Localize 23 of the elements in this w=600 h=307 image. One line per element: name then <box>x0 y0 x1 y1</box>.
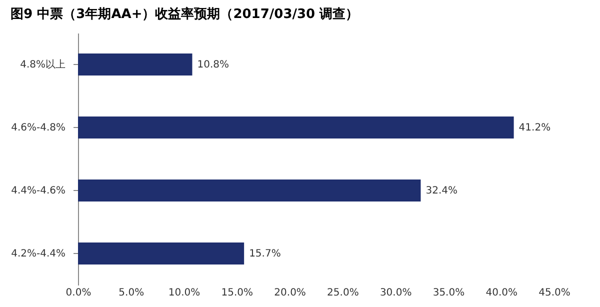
bar <box>78 116 514 138</box>
y-tick-label: 4.8%以上 <box>20 58 66 70</box>
x-tick-label: 20.0% <box>274 288 306 298</box>
x-tick-label: 0.0% <box>66 288 92 298</box>
x-tick-label: 25.0% <box>327 288 359 298</box>
chart-title: 图9 中票（3年期AA+）收益率预期（2017/03/30 调查） <box>10 6 359 22</box>
x-tick-label: 5.0% <box>118 288 144 298</box>
x-tick-label: 30.0% <box>380 288 412 298</box>
x-tick-label: 45.0% <box>538 288 570 298</box>
bar <box>78 180 421 202</box>
data-label: 15.7% <box>249 248 281 260</box>
data-label: 10.8% <box>197 60 230 70</box>
x-tick-label: 35.0% <box>432 288 465 298</box>
bar <box>78 242 244 264</box>
y-tick-label: 4.4%-4.6% <box>11 186 66 196</box>
x-tick-label: 15.0% <box>221 288 254 298</box>
x-tick-label: 40.0% <box>486 288 518 298</box>
data-label: 41.2% <box>518 122 551 134</box>
bar <box>78 54 192 76</box>
y-tick-label: 4.2%-4.4% <box>11 248 66 260</box>
x-tick-label: 10.0% <box>168 288 200 298</box>
y-tick-label: 4.6%-4.8% <box>11 122 66 134</box>
data-label: 32.4% <box>426 186 458 196</box>
